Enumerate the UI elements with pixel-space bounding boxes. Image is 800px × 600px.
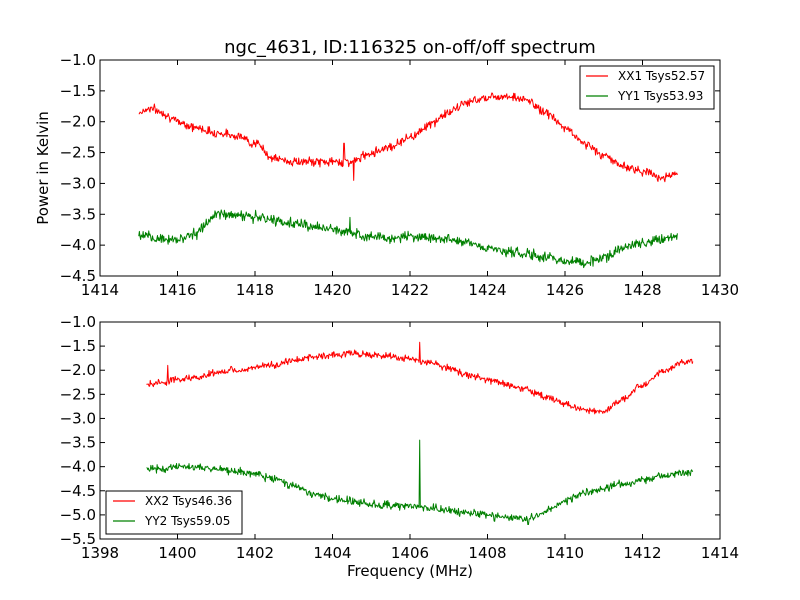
top-y-tick-label: −4.0 [60,236,96,254]
bottom-x-tick-label: 1402 [236,544,274,562]
bottom-subplot: 1398 1400 1402 1404 1406 1408 1410 1412 1414 −5.5… [60,313,740,580]
top-y-tick-label: −1.5 [60,82,96,100]
top-y-tick-label: −4.5 [60,267,96,285]
top-chart-title: ngc_4631, ID:116325 on-off/off spectrum [224,37,596,58]
bottom-x-tick-label: 1414 [701,544,739,562]
bottom-legend-label-2: YY2 Tsys59.05 [144,514,230,528]
bottom-y-tick-label: −3.0 [60,409,96,427]
bottom-y-tick-label: −5.0 [60,506,96,524]
top-x-tick-label: 1428 [623,281,661,299]
bottom-x-tick-label: 1398 [81,544,119,562]
top-y-tick-label: −2.0 [60,113,96,131]
top-y-tick-label: −2.5 [60,144,96,162]
top-legend: XX1 Tsys52.57 YY1 Tsys53.93 [579,65,715,110]
bottom-x-tick-label: 1404 [313,544,351,562]
bottom-y-tick-label: −4.0 [60,458,96,476]
top-legend-label-1: XX1 Tsys52.57 [618,69,705,83]
top-series-layer [138,92,678,269]
bottom-x-tick-label: 1408 [468,544,506,562]
top-y-tick-label: −3.5 [60,205,96,223]
bottom-y-tick-label: −3.5 [60,434,96,452]
bottom-y-tick-label: −4.5 [60,482,96,500]
bottom-y-tick-label: −5.5 [60,530,96,548]
top-x-tick-label: 1414 [81,281,119,299]
bottom-x-tick-label: 1410 [546,544,584,562]
top-subplot: ngc_4631, ID:116325 on-off/off spectrum … [34,37,739,299]
bottom-x-tick-label: 1406 [391,544,429,562]
top-x-tick-label: 1420 [313,281,351,299]
top-legend-box [579,65,715,110]
bottom-x-tick-label: 1400 [158,544,196,562]
top-series-1-line [138,92,678,183]
bottom-series-1-line [146,341,694,415]
bottom-x-tick-label: 1412 [623,544,661,562]
bottom-x-axis-label: Frequency (MHz) [347,562,473,580]
top-x-tick-label: 1418 [236,281,274,299]
top-x-tick-label: 1422 [391,281,429,299]
top-x-tick-label: 1426 [546,281,584,299]
top-x-tick-label: 1430 [701,281,739,299]
bottom-legend-label-1: XX2 Tsys46.36 [145,494,232,508]
bottom-y-tick-label: −2.0 [60,361,96,379]
bottom-y-tick-label: −1.5 [60,337,96,355]
bottom-y-tick-label: −2.5 [60,385,96,403]
top-ticks-layer: 1414 1416 1418 1420 1422 1424 1426 1428 1430 −4.5… [60,51,740,299]
top-series-2-line [138,209,678,269]
bottom-legend: XX2 Tsys46.36 YY2 Tsys59.05 [105,490,243,535]
top-x-tick-label: 1416 [158,281,196,299]
top-x-tick-label: 1424 [468,281,506,299]
top-legend-label-2: YY1 Tsys53.93 [617,89,703,103]
bottom-ticks-layer: 1398 1400 1402 1404 1406 1408 1410 1412 1414 −5.5… [60,313,740,562]
top-y-axis-label: Power in Kelvin [34,111,52,225]
bottom-y-tick-label: −1.0 [60,313,96,331]
bottom-series-layer [146,341,694,526]
top-y-tick-label: −1.0 [60,51,96,69]
top-y-tick-label: −3.0 [60,174,96,192]
bottom-legend-box [105,490,243,535]
bottom-series-2-line [146,439,694,526]
